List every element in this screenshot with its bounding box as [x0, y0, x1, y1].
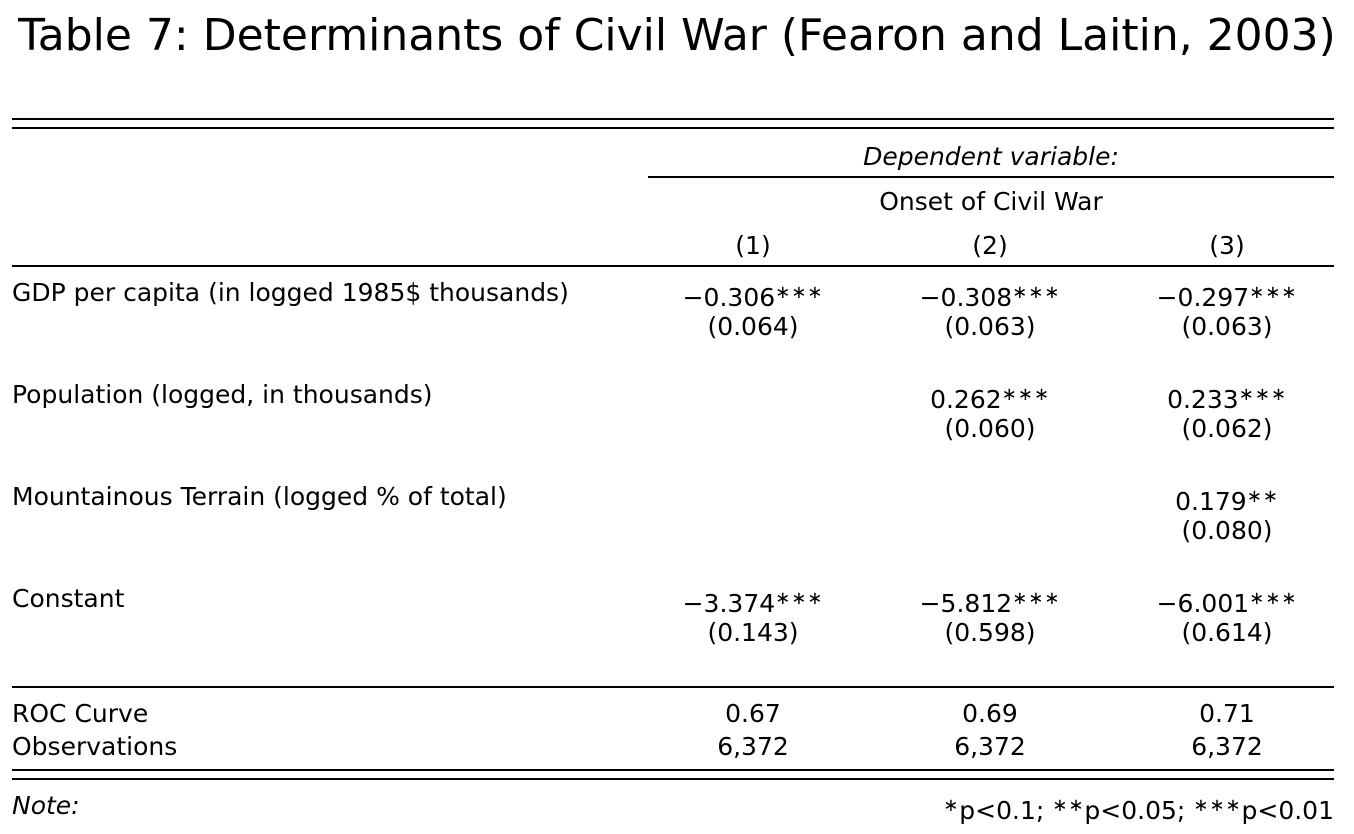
coef-value: −0.297	[1156, 283, 1250, 312]
stats-rule	[12, 686, 1334, 688]
coef-constant-1: −3.374∗∗∗	[633, 583, 873, 620]
top-rule-1	[12, 118, 1334, 120]
coef-value: −6.001	[1156, 589, 1250, 618]
se-mountainous-3: (0.080)	[1181, 516, 1273, 545]
stat-observations-3: 6,372	[1191, 732, 1263, 761]
row-label-gdp: GDP per capita (in logged 1985$ thousand…	[12, 278, 569, 307]
significance-stars: ∗∗∗	[1012, 588, 1061, 609]
bottom-rule-1	[12, 769, 1334, 771]
coef-population-3: 0.233∗∗∗	[1107, 379, 1347, 416]
se-population-3: (0.062)	[1181, 414, 1273, 443]
se-constant-2: (0.598)	[944, 618, 1036, 647]
significance-stars: ∗∗∗	[775, 588, 824, 609]
significance-level: p<0.05;	[1084, 796, 1186, 825]
significance-stars: ∗∗∗	[1249, 282, 1298, 303]
coef-value: 0.233	[1167, 385, 1239, 414]
table-title: Table 7: Determinants of Civil War (Fear…	[18, 10, 1336, 61]
stat-roc-3: 0.71	[1199, 699, 1255, 728]
coef-value: −5.812	[919, 589, 1013, 618]
stat-roc-1: 0.67	[725, 699, 781, 728]
se-gdp-2: (0.063)	[944, 312, 1036, 341]
significance-stars: ∗∗	[1052, 795, 1085, 816]
top-rule-2	[12, 127, 1334, 129]
se-constant-1: (0.143)	[707, 618, 799, 647]
column-header-3: (3)	[1209, 231, 1245, 260]
stat-label-observations: Observations	[12, 732, 178, 761]
coef-gdp-2: −0.308∗∗∗	[870, 277, 1110, 314]
stat-roc-2: 0.69	[962, 699, 1018, 728]
significance-level: p<0.01	[1241, 796, 1334, 825]
stat-label-roc: ROC Curve	[12, 699, 149, 728]
coef-value: −3.374	[682, 589, 776, 618]
coef-value: −0.306	[682, 283, 776, 312]
coef-value: −0.308	[919, 283, 1013, 312]
coef-constant-2: −5.812∗∗∗	[870, 583, 1110, 620]
se-population-2: (0.060)	[944, 414, 1036, 443]
coef-mountainous-3: 0.179∗∗	[1107, 481, 1347, 518]
significance-stars: ∗∗∗	[1249, 588, 1298, 609]
row-label-population: Population (logged, in thousands)	[12, 380, 433, 409]
significance-stars: ∗∗	[1246, 486, 1279, 507]
row-label-mountainous: Mountainous Terrain (logged % of total)	[12, 482, 507, 511]
coef-gdp-3: −0.297∗∗∗	[1107, 277, 1347, 314]
significance-stars: ∗	[943, 795, 960, 816]
coef-constant-3: −6.001∗∗∗	[1107, 583, 1347, 620]
coef-population-2: 0.262∗∗∗	[870, 379, 1110, 416]
se-gdp-1: (0.064)	[707, 312, 799, 341]
significance-stars: ∗∗∗	[1001, 384, 1050, 405]
dependent-variable-label: Dependent variable:	[863, 142, 1119, 171]
column-header-2: (2)	[972, 231, 1008, 260]
se-gdp-3: (0.063)	[1181, 312, 1273, 341]
stat-observations-2: 6,372	[954, 732, 1026, 761]
note-label: Note:	[12, 791, 80, 820]
significance-stars: ∗∗∗	[1238, 384, 1287, 405]
coef-value: 0.262	[930, 385, 1002, 414]
bottom-rule-2	[12, 778, 1334, 780]
coef-gdp-1: −0.306∗∗∗	[633, 277, 873, 314]
dependent-variable-rule	[648, 176, 1334, 178]
significance-note: ∗p<0.1; ∗∗p<0.05; ∗∗∗p<0.01	[943, 790, 1334, 827]
coef-value: 0.179	[1175, 487, 1247, 516]
significance-stars: ∗∗∗	[775, 282, 824, 303]
significance-level: p<0.1;	[959, 796, 1045, 825]
header-rule	[12, 265, 1334, 267]
row-label-constant: Constant	[12, 584, 125, 613]
column-header-1: (1)	[735, 231, 771, 260]
stat-observations-1: 6,372	[717, 732, 789, 761]
significance-stars: ∗∗∗	[1012, 282, 1061, 303]
significance-stars: ∗∗∗	[1193, 795, 1242, 816]
se-constant-3: (0.614)	[1181, 618, 1273, 647]
dependent-variable-name: Onset of Civil War	[879, 187, 1103, 216]
